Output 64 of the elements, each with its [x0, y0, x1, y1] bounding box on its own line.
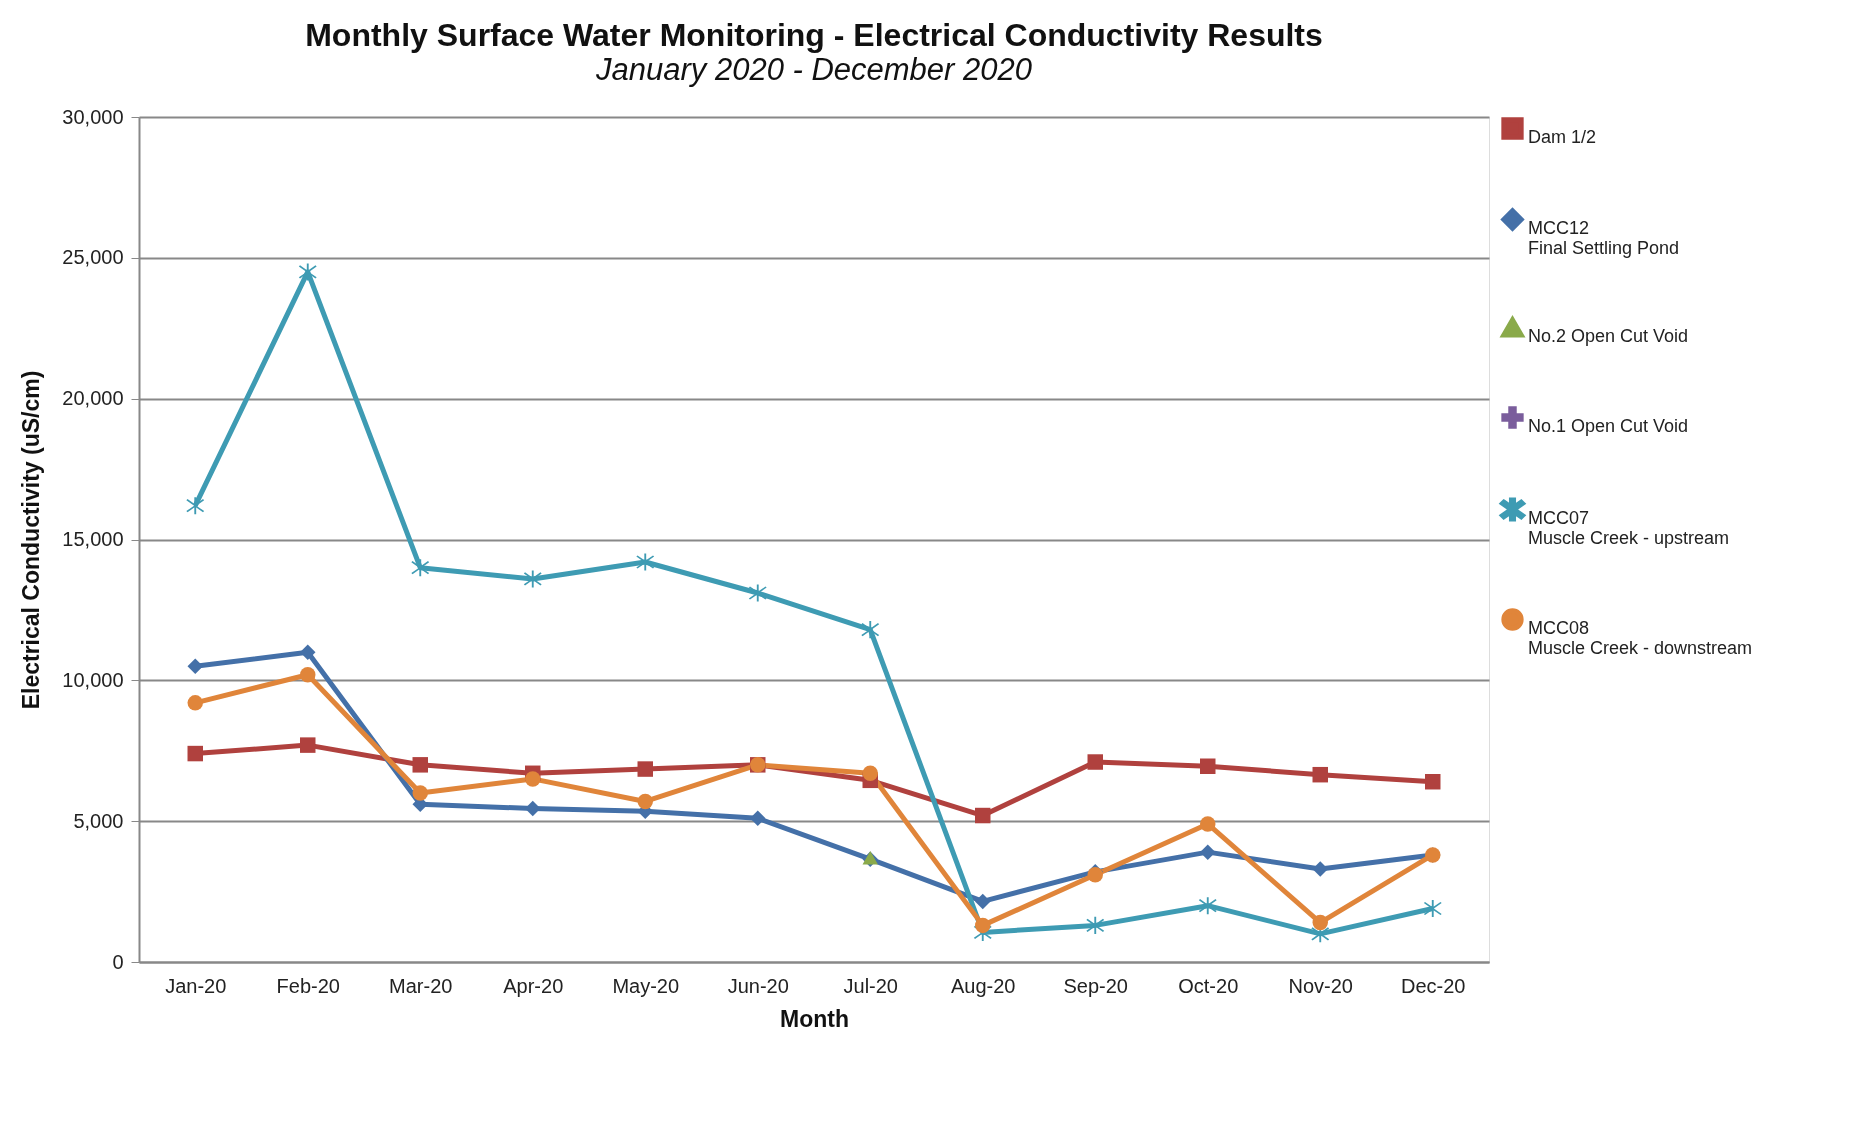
point [637, 793, 653, 810]
point [975, 917, 991, 934]
x-tick-label: Mar-20 [389, 974, 453, 997]
x-tick-label: Aug-20 [951, 974, 1016, 997]
point [187, 695, 203, 711]
legend-label: No.2 Open Cut Void [1528, 325, 1689, 346]
x-tick-label: Sep-20 [1063, 974, 1128, 997]
point [1200, 816, 1216, 832]
y-tick-label: 10,000 [62, 668, 124, 691]
x-axis-title: Month [780, 1005, 849, 1032]
point [412, 757, 428, 773]
point [1312, 914, 1328, 931]
point [1423, 899, 1442, 917]
chart-title: Monthly Surface Water Monitoring - Electrical Conductivity Results [305, 17, 1323, 53]
point [1198, 897, 1217, 915]
point [636, 553, 655, 571]
point [298, 263, 317, 281]
x-tick-label: May-20 [612, 974, 680, 997]
point [1087, 754, 1103, 770]
point [525, 771, 541, 787]
point [300, 666, 316, 683]
x-tick-label: Nov-20 [1288, 974, 1353, 997]
legend-label: Dam 1/2 [1528, 126, 1597, 147]
point [187, 745, 203, 762]
point [748, 584, 767, 602]
y-tick-label: 25,000 [62, 246, 124, 269]
y-axis-title: Electrical Conductivity (uS/cm) [18, 370, 45, 710]
y-tick-label: 0 [112, 950, 124, 973]
point [975, 893, 991, 910]
point [300, 644, 316, 660]
legend-label: MCC08 Muscle Creek - downstream [1528, 617, 1753, 658]
x-tick-label: Jan-20 [165, 974, 227, 997]
x-tick-label: Oct-20 [1178, 974, 1239, 997]
point [1200, 758, 1216, 774]
point [637, 761, 653, 777]
point [187, 658, 203, 674]
point [412, 785, 428, 801]
point [1200, 844, 1216, 860]
y-tick-label: 15,000 [62, 528, 124, 550]
point [1312, 861, 1328, 877]
y-tick-label: 20,000 [62, 387, 124, 410]
point [975, 807, 991, 824]
x-tick-label: Dec-20 [1401, 974, 1466, 997]
point [862, 765, 878, 782]
legend-label: No.1 Open Cut Void [1528, 415, 1689, 436]
x-tick-label: Feb-20 [276, 974, 340, 997]
point [861, 621, 880, 639]
point [750, 810, 766, 827]
point [300, 737, 316, 753]
point [1425, 773, 1441, 790]
legend-label: MCC12 Final Settling Pond [1528, 217, 1680, 258]
x-tick-label: Jun-20 [727, 974, 789, 997]
x-tick-label: Apr-20 [503, 974, 564, 997]
point [411, 559, 430, 577]
y-tick-label: 30,000 [62, 105, 124, 128]
point [1086, 916, 1105, 934]
legend-label: MCC07 Muscle Creek - upstream [1528, 507, 1730, 548]
x-tick-label: Jul-20 [843, 974, 898, 997]
chart-subtitle: January 2020 - December 2020 [595, 52, 1032, 87]
y-tick-label: 5,000 [73, 809, 124, 832]
point [523, 570, 542, 588]
point [1312, 766, 1328, 783]
point [525, 800, 541, 817]
point [186, 497, 205, 515]
